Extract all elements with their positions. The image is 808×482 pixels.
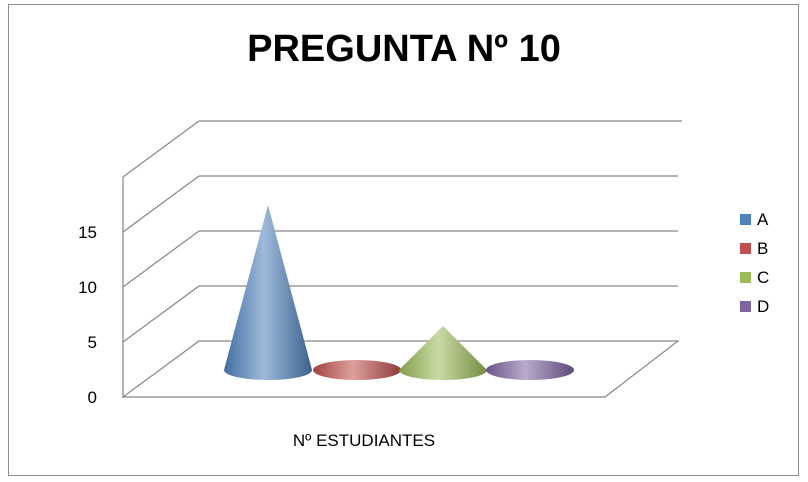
legend-swatch [740,301,751,312]
side-gridline [122,120,200,178]
y-tick-label: 5 [88,333,97,352]
side-gridline [122,175,200,233]
disc-B [313,360,401,380]
legend-label: B [757,238,769,258]
legend-label: A [757,209,769,229]
legend-item-a: A [740,205,769,234]
side-gridline [122,230,200,288]
chart-title: PREGUNTA Nº 10 [247,28,561,70]
y-tick-label: 10 [78,278,97,297]
y-tick-label: 0 [88,388,97,407]
x-category-label: Nº ESTUDIANTES [293,431,435,450]
chart-walls [121,120,682,398]
chart-marks [224,205,574,380]
legend-label: D [757,296,770,316]
y-axis-ticks: 0 5 10 15 [78,223,97,407]
disc-D [486,360,574,380]
legend-label: C [757,267,770,287]
y-tick-label: 15 [78,223,97,242]
legend-swatch [740,272,751,283]
cone-A [224,205,312,380]
legend-item-d: D [740,292,769,321]
legend-swatch [740,243,751,254]
x-axis-labels: Nº ESTUDIANTES [293,431,435,450]
legend-item-b: B [740,234,769,263]
chart-floor [121,340,680,398]
legend-item-c: C [740,263,769,292]
side-gridline [122,285,200,343]
cone-C [399,326,487,380]
legend-swatch [740,214,751,225]
